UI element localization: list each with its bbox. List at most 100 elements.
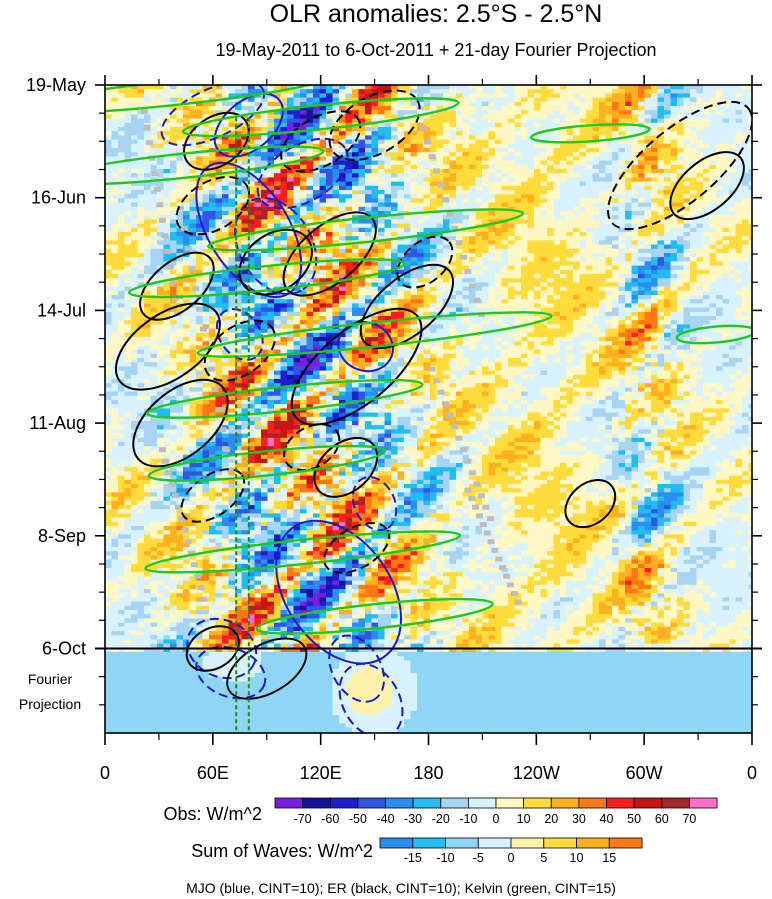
heat-cell (228, 269, 236, 275)
heat-cell (501, 274, 509, 279)
heat-cell (235, 135, 242, 140)
heat-cell (319, 223, 327, 229)
heat-cell (254, 156, 262, 161)
heat-cell (118, 261, 125, 266)
heat-cell (475, 236, 483, 241)
heat-cell (605, 190, 613, 195)
heat-cell (716, 173, 723, 178)
heat-cell (326, 261, 333, 266)
heat-cell (235, 177, 242, 182)
heat-cell (189, 106, 197, 111)
heat-cell (300, 274, 307, 279)
heat-cell (209, 89, 216, 94)
heat-cell (514, 139, 522, 145)
heat-cell (417, 232, 424, 237)
heat-cell (696, 156, 704, 161)
heat-cell (241, 261, 249, 266)
heat-cell (235, 244, 242, 250)
heat-cell (495, 198, 502, 203)
heat-cell (462, 143, 470, 149)
heat-cell (547, 206, 554, 212)
heat-cell (397, 194, 405, 199)
heat-cell (105, 290, 112, 296)
heat-cell (579, 143, 587, 149)
heat-cell (124, 269, 132, 275)
heat-cell (722, 114, 730, 119)
heat-cell (534, 118, 541, 124)
heat-cell (586, 194, 593, 199)
heat-cell (696, 240, 704, 245)
heat-cell (527, 93, 535, 98)
heat-cell (183, 269, 190, 275)
heat-cell (378, 93, 385, 98)
heat-cell (235, 185, 242, 191)
heat-cell (716, 244, 723, 250)
heat-cell (729, 89, 736, 94)
heat-cell (540, 274, 548, 279)
heat-cell (397, 181, 405, 187)
heat-cell (540, 173, 548, 178)
heat-cell (163, 101, 171, 107)
heat-cell (235, 202, 242, 208)
heat-cell (469, 152, 476, 157)
heat-cell (436, 223, 444, 229)
heat-cell (729, 223, 736, 229)
heat-cell (592, 160, 600, 166)
heat-cell (703, 215, 710, 220)
heat-cell (332, 265, 340, 271)
heat-cell (371, 110, 379, 115)
heat-cell (599, 253, 606, 258)
heat-cell (124, 89, 132, 94)
heat-cell (566, 194, 574, 199)
heat-cell (319, 232, 327, 237)
heat-cell (378, 202, 385, 208)
heat-cell (547, 160, 554, 166)
heat-cell (300, 101, 307, 107)
heat-cell (735, 93, 743, 98)
heat-cell (488, 127, 496, 132)
heat-cell (410, 164, 418, 170)
heat-cell (352, 173, 359, 178)
heat-cell (670, 244, 678, 250)
heat-cell (274, 261, 281, 266)
heat-cell (703, 194, 710, 199)
heat-cell (579, 286, 587, 292)
heat-cell (475, 240, 483, 245)
heat-cell (475, 160, 483, 166)
heat-cell (573, 290, 580, 296)
heat-cell (157, 190, 164, 195)
heat-cell (644, 269, 652, 275)
heat-cell (345, 202, 353, 208)
heat-cell (417, 110, 424, 115)
heat-cell (170, 211, 177, 216)
heat-cell (111, 135, 119, 140)
heat-cell (150, 89, 158, 94)
heat-cell (397, 114, 405, 119)
heat-cell (137, 181, 145, 187)
heat-cell (514, 269, 522, 275)
heat-cell (124, 248, 132, 254)
heat-cell (196, 290, 203, 296)
heat-cell (716, 215, 723, 220)
heat-cell (196, 257, 203, 262)
heat-cell (651, 127, 658, 132)
heat-cell (475, 274, 483, 279)
heat-cell (228, 265, 236, 271)
heat-cell (111, 198, 119, 203)
heat-cell (651, 198, 658, 203)
heat-cell (514, 227, 522, 233)
heat-cell (339, 248, 346, 254)
heat-cell (664, 202, 671, 208)
heat-cell (696, 206, 704, 212)
heat-cell (449, 110, 457, 115)
heat-cell (748, 227, 752, 233)
heat-cell (417, 177, 424, 182)
heat-cell (670, 240, 678, 245)
heat-cell (501, 164, 509, 170)
heat-cell (215, 215, 223, 220)
heat-cell (716, 240, 723, 245)
heat-cell (579, 93, 587, 98)
heat-cell (651, 97, 658, 103)
heat-cell (150, 202, 158, 208)
heat-cell (657, 265, 665, 271)
